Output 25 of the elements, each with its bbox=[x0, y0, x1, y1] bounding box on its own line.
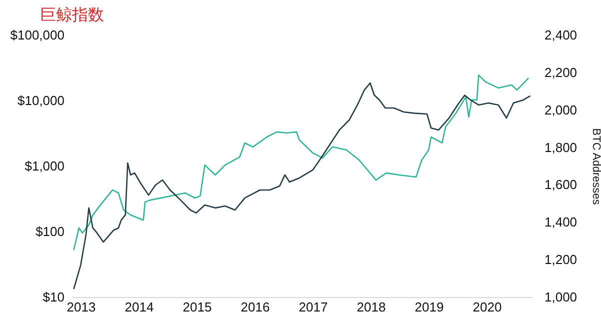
y-tick-label: $100,000 bbox=[10, 28, 64, 42]
x-tick-label: 2020 bbox=[472, 300, 502, 314]
chart-title: 巨鲸指数 bbox=[40, 5, 104, 24]
line-series bbox=[73, 74, 530, 251]
x-tick-label: 2017 bbox=[298, 300, 328, 314]
y2-tick-label: 1,400 bbox=[544, 214, 578, 230]
line-series bbox=[73, 82, 531, 290]
x-tick-label: 2014 bbox=[124, 300, 154, 314]
y-tick-label: $100 bbox=[36, 224, 64, 239]
y2-tick-label: 1,000 bbox=[544, 290, 578, 304]
y2-tick-label: 2,200 bbox=[544, 64, 578, 80]
y2-tick-label: 2,400 bbox=[544, 28, 578, 42]
y2-axis-title: BTC Addresses bbox=[590, 128, 601, 206]
y2-tick-label: 1,200 bbox=[544, 252, 578, 268]
y-tick-label: $10 bbox=[42, 290, 64, 304]
y2-tick-label: 1,600 bbox=[544, 177, 578, 192]
y-tick-label: $10,000 bbox=[18, 93, 64, 108]
y2-tick-label: 2,000 bbox=[544, 102, 578, 118]
x-tick-label: 2016 bbox=[240, 300, 270, 314]
y2-tick-label: 1,800 bbox=[544, 140, 578, 155]
x-tick-label: 2015 bbox=[182, 300, 212, 314]
y-tick-label: $1,000 bbox=[24, 158, 64, 174]
x-tick-label: 2013 bbox=[66, 300, 96, 314]
x-tick-label: 2019 bbox=[414, 300, 444, 314]
x-tick-label: 2018 bbox=[356, 300, 386, 314]
